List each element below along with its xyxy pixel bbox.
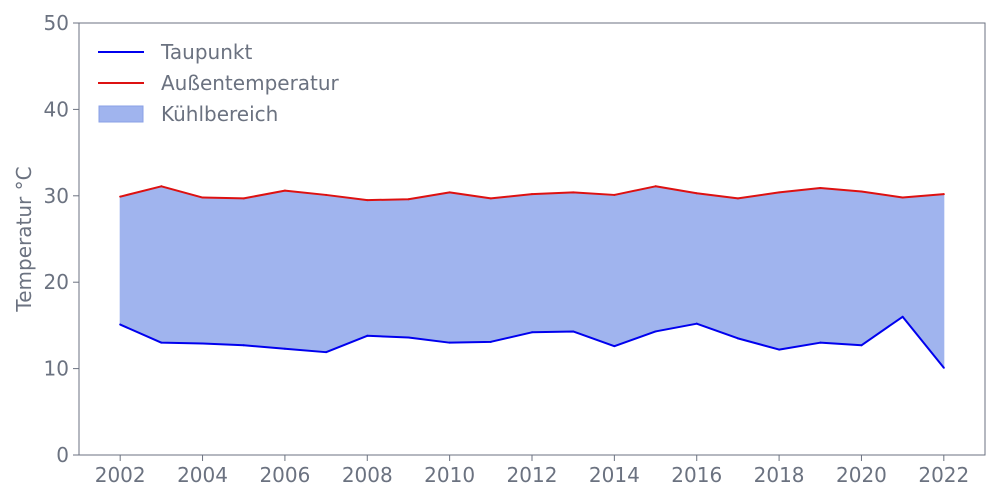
x-tick-label: 2014: [589, 463, 640, 487]
outside-temperature-point: [778, 191, 781, 194]
x-tick-label: 2008: [342, 463, 393, 487]
outside-temperature-point: [325, 193, 328, 196]
dew-point-point: [366, 334, 369, 337]
y-axis-title: Temperatur °C: [12, 166, 36, 312]
y-tick-label: 10: [44, 357, 69, 381]
outside-temperature-point: [407, 198, 410, 201]
x-tick-label: 2006: [259, 463, 310, 487]
x-axis: 2002 2004 2006 2008 2010 2012 2014 2016 2018 2020…: [95, 455, 969, 487]
dew-point-point: [778, 348, 781, 351]
x-tick-label: 2010: [424, 463, 475, 487]
x-tick-label: 2012: [507, 463, 558, 487]
dew-point-point: [572, 330, 575, 333]
outside-temperature-point: [901, 196, 904, 199]
dew-point-point: [325, 351, 328, 354]
outside-temperature-point: [942, 193, 945, 196]
y-axis: 0 10 20 30 40 50: [44, 11, 79, 467]
y-tick-label: 50: [44, 11, 69, 35]
legend-cooling-range-swatch: [98, 105, 144, 123]
outside-temperature-point: [736, 197, 739, 200]
legend-outside-temperature-label: Außentemperatur: [161, 71, 340, 95]
dew-point-point: [531, 331, 533, 334]
outside-temperature-point: [201, 196, 204, 199]
y-tick-label: 40: [44, 97, 69, 121]
dew-point-point: [736, 337, 739, 340]
x-tick-label: 2004: [177, 463, 228, 487]
y-tick-label: 20: [44, 270, 69, 294]
cooling-range-area: [119, 185, 945, 370]
x-tick-label: 2020: [836, 463, 887, 487]
dew-point-point: [407, 336, 410, 339]
dew-point-point: [119, 323, 122, 326]
y-tick-label: 30: [44, 184, 69, 208]
outside-temperature-point: [448, 191, 451, 194]
dew-point-point: [283, 347, 286, 350]
outside-temperature-point: [531, 193, 533, 196]
cooling-range-area-layer: [119, 185, 945, 370]
dew-point-point: [695, 322, 698, 325]
outside-temperature-point: [572, 191, 575, 194]
dew-point-point: [860, 344, 863, 347]
dew-point-point: [819, 341, 822, 344]
series-lines-layer: [119, 185, 945, 369]
dew-point-point: [901, 315, 904, 318]
outside-temperature-point: [860, 190, 863, 193]
x-tick-label: 2002: [95, 463, 146, 487]
outside-temperature-point: [160, 185, 163, 188]
outside-temperature-point: [242, 197, 245, 200]
y-tick-label: 0: [56, 443, 69, 467]
outside-temperature-point: [654, 185, 657, 188]
outside-temperature-point: [695, 192, 698, 195]
outside-temperature-point: [819, 187, 822, 190]
dew-point-point: [489, 340, 492, 343]
x-tick-label: 2018: [754, 463, 805, 487]
dew-point-point: [242, 344, 245, 347]
outside-temperature-point: [613, 193, 616, 196]
x-tick-label: 2022: [918, 463, 969, 487]
legend-dew-point-label: Taupunkt: [160, 40, 252, 64]
outside-temperature-point: [283, 189, 286, 192]
dew-point-point: [613, 345, 616, 348]
legend-cooling-range-label: Kühlbereich: [161, 102, 278, 126]
outside-temperature-point: [366, 199, 369, 202]
dew-point-point: [201, 342, 204, 345]
x-tick-label: 2016: [671, 463, 722, 487]
dew-point-point: [942, 366, 945, 369]
dew-point-point: [448, 341, 451, 344]
outside-temperature-point: [489, 197, 492, 200]
outside-temperature-point: [119, 195, 122, 198]
dew-point-point: [160, 341, 163, 344]
legend: Taupunkt Außentemperatur Kühlbereich: [98, 40, 340, 126]
dew-point-point: [654, 330, 657, 333]
